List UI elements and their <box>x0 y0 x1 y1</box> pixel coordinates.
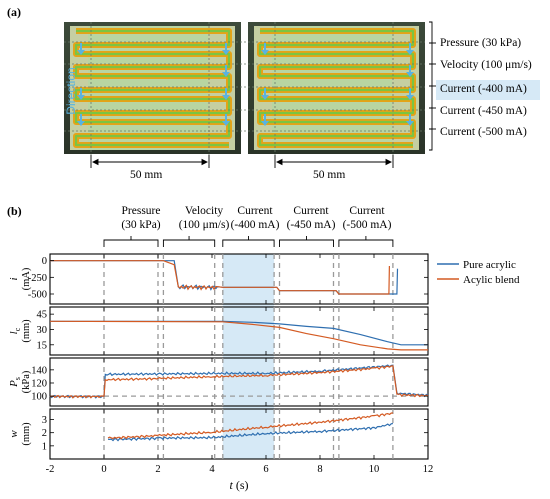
stage-label-current-450: Current (-450 mA) <box>440 105 527 117</box>
series-line-acrylic-blend <box>49 365 429 399</box>
phase-label-current-500: Current (-500 mA) <box>336 204 398 232</box>
subplot-frame <box>49 357 429 407</box>
x-tick-label: 8 <box>317 464 322 475</box>
y-axis-label: lc <box>8 327 22 334</box>
track-core <box>258 29 415 147</box>
series-line-pure-acrylic <box>49 364 429 399</box>
y-tick-label: 3 <box>42 415 47 426</box>
scale-bars <box>90 155 394 168</box>
phase-brace <box>162 239 216 247</box>
printed-tracks-right <box>257 28 416 148</box>
panel-a-label: (a) <box>7 5 21 19</box>
phase-label-pressure: Pressure (30 kPa) <box>110 204 172 232</box>
y-tick-label: 100 <box>31 392 47 403</box>
stage-label-velocity: Velocity (100 μm/s) <box>440 59 532 71</box>
series-line-pure-acrylic <box>50 320 428 346</box>
y-tick-label: -250 <box>28 273 47 284</box>
y-tick-label: 0 <box>42 256 47 267</box>
highlight-band <box>222 254 275 459</box>
printed-tracks-left <box>73 28 232 148</box>
phase-brace <box>338 239 394 247</box>
phase-brace <box>279 239 334 247</box>
x-tick-label: 12 <box>423 464 434 475</box>
phase-velocity-line1: Velocity <box>184 205 224 217</box>
phase-braces <box>103 236 394 247</box>
phase-dashed-lines <box>50 254 428 459</box>
highlight-stage-box <box>436 80 540 100</box>
panel-a-figure <box>64 21 540 168</box>
x-axis-label: t (s) <box>229 478 248 492</box>
highlight-interval <box>222 254 275 459</box>
subplot-axes <box>49 253 429 460</box>
phase-label-velocity: Velocity (100 μm/s) <box>170 204 238 232</box>
y-tick-label: 15 <box>37 340 48 351</box>
y-tick-label: -500 <box>28 290 47 301</box>
photo-title-pure-acrylic: Pure acrylic <box>117 5 181 19</box>
phase-current-400-line2: (-400 mA) <box>230 219 280 231</box>
series-line-acrylic-blend <box>107 412 393 440</box>
phase-current-400-line1: Current <box>237 205 273 217</box>
phase-label-current-450: Current (-450 mA) <box>280 204 342 232</box>
phase-velocity-line2: (100 μm/s) <box>178 219 230 231</box>
phase-brace <box>222 239 275 247</box>
y-axis-unit: (mm) <box>21 319 32 343</box>
series-line-pure-acrylic <box>107 422 394 442</box>
phase-pressure-line2: (30 kPa) <box>121 219 161 231</box>
y-axis-unit: (mA) <box>21 267 32 290</box>
stage-label-current-500: Current (-500 mA) <box>440 126 527 138</box>
panel-b-label: (b) <box>7 204 22 218</box>
legend-label: Acylic blend <box>463 274 520 286</box>
y-tick-label: 120 <box>31 378 47 389</box>
phase-current-450-line1: Current <box>293 205 329 217</box>
y-axis-label: w <box>8 430 20 438</box>
phase-pressure-line1: Pressure <box>121 205 161 217</box>
legend-label: Pure acrylic <box>463 259 516 271</box>
y-axis-unit: (mm) <box>21 422 32 446</box>
scale-label-right: 50 mm <box>313 169 346 181</box>
stage-label-pressure: Pressure (30 kPa) <box>440 37 522 49</box>
subplot-frame <box>49 253 429 305</box>
phase-label-current-400: Current (-400 mA) <box>224 204 286 232</box>
subplot-frame <box>49 408 429 460</box>
y-tick-label: 30 <box>37 325 48 336</box>
photo-title-acrylic-blend: Acrylic blend <box>298 5 368 19</box>
series-line-acrylic-blend <box>50 260 390 295</box>
phase-current-500-line2: (-500 mA) <box>342 219 392 231</box>
y-axis-label: Ps <box>8 377 22 388</box>
stage-label-current-400: Current (-400 mA) <box>440 83 527 95</box>
direction-arrows <box>77 43 414 126</box>
phase-brace <box>103 239 159 247</box>
legend: Pure acrylic Acylic blend <box>437 259 520 286</box>
x-tick-label: -2 <box>46 464 55 475</box>
phase-current-450-line2: (-450 mA) <box>286 219 336 231</box>
y-tick-label: 1 <box>42 441 47 452</box>
scale-label-left: 50 mm <box>130 169 163 181</box>
phase-current-500-line1: Current <box>349 205 385 217</box>
x-tick-label: 2 <box>155 464 160 475</box>
stage-brackets <box>429 21 436 151</box>
y-axis-unit: (kPa) <box>21 370 32 393</box>
y-tick-label: 45 <box>37 310 48 321</box>
track-core <box>74 29 231 147</box>
series-lines <box>49 260 429 442</box>
subplot-frame <box>49 306 429 356</box>
x-tick-label: 10 <box>369 464 380 475</box>
y-tick-label: 140 <box>31 365 47 376</box>
y-axis-label: i <box>8 277 20 280</box>
x-tick-label: 4 <box>209 464 215 475</box>
x-tick-label: 6 <box>263 464 268 475</box>
series-line-acrylic-blend <box>49 320 428 351</box>
y-tick-label: 2 <box>42 428 47 439</box>
x-tick-label: 0 <box>101 464 106 475</box>
